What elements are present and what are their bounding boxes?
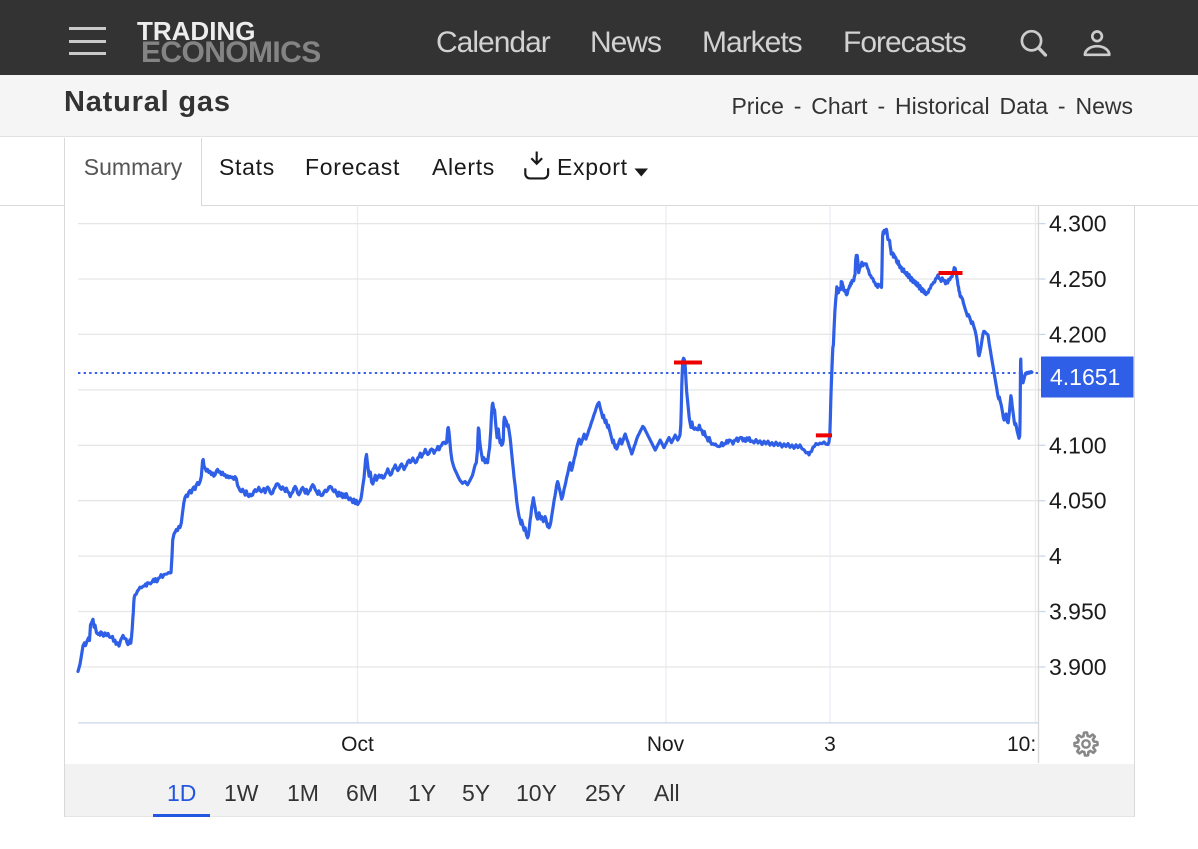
svg-text:4.200: 4.200 bbox=[1049, 321, 1107, 347]
svg-text:10:: 10: bbox=[1007, 733, 1036, 756]
svg-text:3: 3 bbox=[824, 733, 836, 756]
svg-text:Oct: Oct bbox=[341, 733, 374, 756]
svg-text:4.100: 4.100 bbox=[1049, 432, 1107, 458]
svg-text:3.950: 3.950 bbox=[1049, 599, 1107, 625]
svg-text:3.900: 3.900 bbox=[1049, 654, 1107, 680]
svg-text:4.250: 4.250 bbox=[1049, 266, 1107, 292]
svg-text:4.1651: 4.1651 bbox=[1050, 364, 1120, 390]
svg-text:4.300: 4.300 bbox=[1049, 211, 1107, 237]
svg-text:Nov: Nov bbox=[647, 733, 685, 756]
svg-text:4: 4 bbox=[1049, 543, 1062, 569]
svg-text:4.050: 4.050 bbox=[1049, 488, 1107, 514]
